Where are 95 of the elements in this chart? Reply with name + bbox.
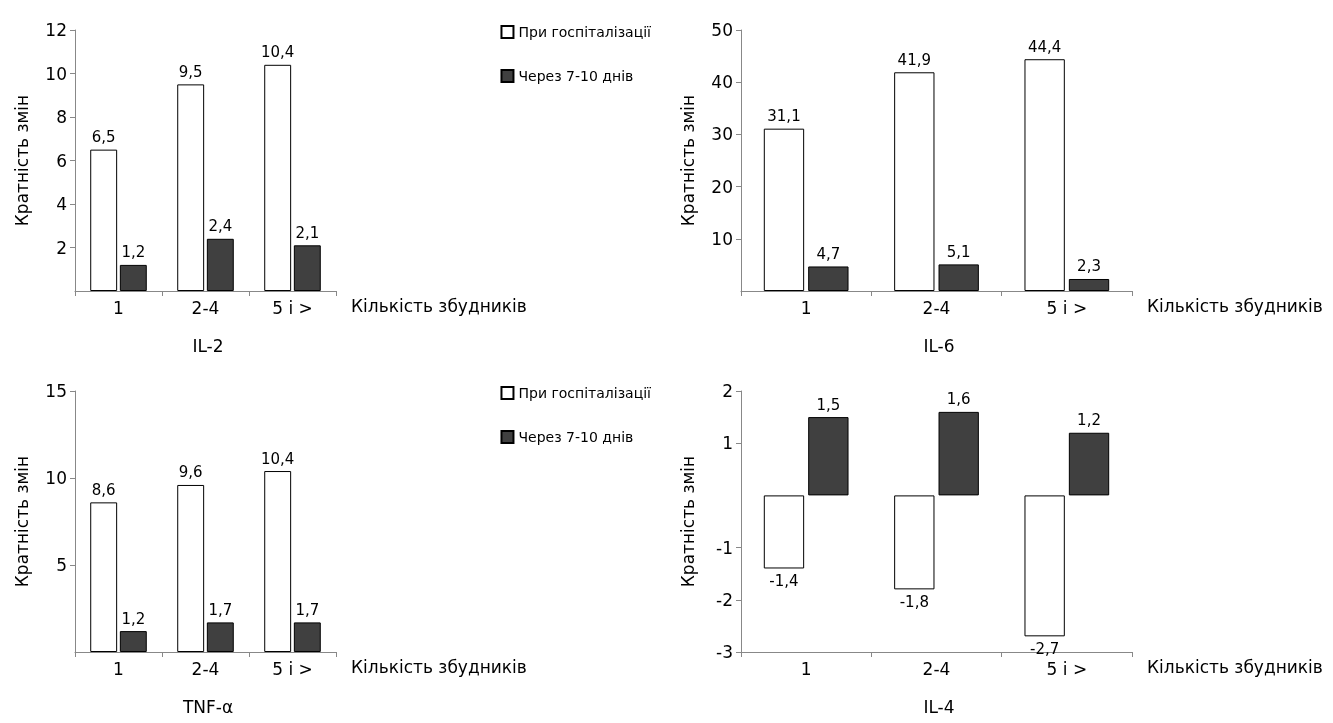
data-label: 44,4 bbox=[1027, 37, 1062, 56]
bar bbox=[808, 417, 849, 496]
x-axis-title: Кількість збудників bbox=[1147, 295, 1323, 316]
bar bbox=[894, 495, 935, 590]
bar bbox=[90, 149, 118, 291]
text: IL-6 bbox=[923, 335, 955, 356]
bar bbox=[808, 266, 849, 291]
x-axis-title: Кількість збудників bbox=[351, 656, 527, 677]
bar bbox=[206, 622, 234, 652]
text: TNF-α bbox=[181, 696, 234, 717]
data-label: -1,4 bbox=[769, 571, 799, 590]
y-tick-label: 20 bbox=[711, 176, 733, 197]
y-tick-label: 30 bbox=[711, 124, 733, 145]
y-axis-title: Кратність змін bbox=[11, 455, 32, 588]
y-tick-label: 1 bbox=[722, 433, 733, 454]
y-tick-label: 10 bbox=[45, 63, 67, 84]
bar bbox=[177, 84, 205, 291]
y-tick-label: -1 bbox=[716, 537, 733, 558]
bar bbox=[293, 245, 321, 291]
x-tick-label: 1 bbox=[113, 297, 124, 318]
bar bbox=[894, 72, 935, 291]
bar bbox=[90, 502, 118, 652]
legend-label: Через 7-10 днів bbox=[518, 429, 634, 445]
data-label: 2,4 bbox=[208, 217, 233, 236]
bar bbox=[264, 64, 292, 291]
data-label: -2,7 bbox=[1030, 639, 1060, 658]
data-label: 1,2 bbox=[121, 609, 146, 628]
data-label: 6,5 bbox=[91, 128, 116, 147]
data-label: -1,8 bbox=[899, 592, 929, 611]
legend-label: При госпіталізації bbox=[518, 385, 652, 401]
text: IL-2 bbox=[192, 335, 224, 356]
data-label: 1,2 bbox=[121, 243, 146, 262]
data-label: 1,6 bbox=[946, 390, 971, 409]
y-axis-title: Кратність змін bbox=[11, 94, 32, 227]
y-axis-title: Кратність змін bbox=[677, 455, 698, 588]
bar bbox=[293, 622, 321, 652]
y-tick-label: 2 bbox=[56, 237, 67, 258]
bar bbox=[119, 264, 147, 291]
bar bbox=[177, 484, 205, 652]
x-tick-label: 5 і > bbox=[272, 658, 313, 679]
legend-label: Через 7-10 днів bbox=[518, 68, 634, 84]
y-tick-label: 2 bbox=[722, 381, 733, 401]
y-tick-label: 8 bbox=[56, 107, 67, 127]
data-label: 1,7 bbox=[208, 600, 233, 619]
y-tick-label: 4 bbox=[56, 194, 67, 214]
data-label: 1,7 bbox=[295, 600, 320, 619]
y-tick-label: 10 bbox=[711, 228, 733, 249]
data-label: 10,4 bbox=[260, 449, 295, 468]
x-tick-label: 2-4 bbox=[922, 297, 951, 318]
y-tick-label: 12 bbox=[45, 20, 67, 40]
y-tick-label: 50 bbox=[711, 20, 733, 40]
data-label: 1,5 bbox=[816, 395, 841, 414]
x-tick-label: 2-4 bbox=[191, 297, 220, 318]
y-tick-label: 15 bbox=[45, 381, 67, 401]
y-tick-label: 10 bbox=[45, 468, 67, 488]
x-tick-label: 1 bbox=[800, 658, 812, 679]
legend-label: При госпіталізації bbox=[518, 24, 652, 40]
bar bbox=[1068, 432, 1110, 496]
y-tick-label: 6 bbox=[56, 150, 67, 171]
bar bbox=[763, 128, 805, 291]
bar bbox=[1068, 278, 1110, 291]
bar bbox=[938, 411, 979, 496]
data-label: 5,1 bbox=[946, 242, 971, 261]
data-label: 4,7 bbox=[816, 244, 841, 263]
data-label: 2,1 bbox=[295, 223, 320, 242]
y-tick-label: -2 bbox=[716, 589, 733, 610]
x-tick-label: 5 і > bbox=[1046, 297, 1088, 318]
data-label: 10,4 bbox=[260, 43, 295, 62]
data-label: 8,6 bbox=[91, 480, 116, 499]
data-label: 31,1 bbox=[767, 107, 801, 126]
bar bbox=[1024, 495, 1065, 637]
bar bbox=[206, 238, 234, 291]
x-tick-label: 1 bbox=[800, 297, 812, 318]
bar bbox=[1024, 59, 1065, 291]
data-label: 41,9 bbox=[897, 50, 932, 69]
y-tick-label: 5 bbox=[56, 555, 67, 575]
bar bbox=[938, 264, 979, 291]
x-axis-title: Кількість збудників bbox=[351, 295, 527, 316]
x-tick-label: 1 bbox=[113, 658, 124, 679]
text: IL-4 bbox=[923, 696, 955, 717]
data-label: 9,5 bbox=[178, 62, 203, 81]
data-label: 1,2 bbox=[1077, 411, 1101, 430]
x-tick-label: 5 і > bbox=[272, 297, 313, 318]
bar bbox=[264, 471, 292, 652]
y-tick-label: -3 bbox=[716, 642, 733, 662]
data-label: 2,3 bbox=[1077, 257, 1101, 276]
x-tick-label: 2-4 bbox=[191, 658, 220, 679]
x-tick-label: 5 і > bbox=[1046, 658, 1088, 679]
data-label: 9,6 bbox=[178, 463, 203, 482]
x-tick-label: 2-4 bbox=[922, 658, 951, 679]
x-axis-title: Кількість збудників bbox=[1147, 656, 1323, 677]
bar bbox=[119, 631, 147, 652]
y-tick-label: 40 bbox=[711, 72, 733, 93]
bar bbox=[763, 495, 805, 569]
y-axis-title: Кратність змін bbox=[677, 94, 698, 227]
